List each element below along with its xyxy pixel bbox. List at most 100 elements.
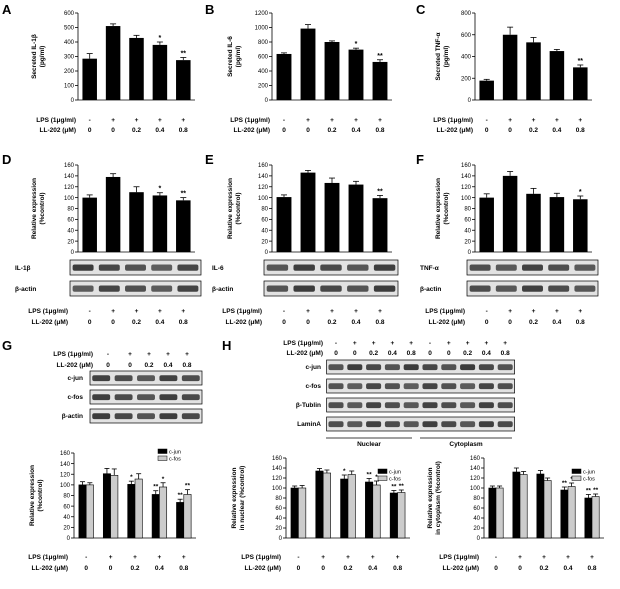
panel-H-blot-row-value: 0.8 [407,350,416,357]
panel-D-y-tick-label: 20 [67,239,74,245]
panel-C-row-value: 0.2 [529,127,538,134]
panel-H-blot-row-label: LPS (1μg/ml) [283,340,323,347]
panel-D-blot-band [125,285,146,292]
panel-H-chart-1-row-value: + [321,554,325,561]
panel-G-row-value: + [109,554,113,561]
panel-G-bar-c-fos [183,494,192,539]
panel-F-bar [549,197,565,252]
panel-E-y-tick-label: 160 [258,163,269,169]
panel-H-chart-1-y-label: in nuclear (%control) [239,466,246,531]
panel-G-y-tick-label: 100 [60,483,71,489]
panel-D-row-value: 0.2 [132,319,141,326]
panel-E-blot-band [373,285,396,292]
panel-F-bar [573,199,588,252]
panel-C-row-value: + [532,117,536,124]
panel-H-chart-2-row-value: 0.8 [587,565,596,572]
panel-F-bar [502,175,518,252]
panel-H-chart-2-y-tick-label: 120 [470,476,481,482]
panel-A-row-value: + [135,117,139,124]
panel-H-chart-1-y-tick-label: 160 [272,456,283,462]
panel-F-y-tick-label: 140 [461,174,472,180]
panel-H-blot-row-value: 0 [428,350,432,357]
panel-F-row-value: + [532,308,536,315]
panel-A-y-tick-label: 300 [64,55,75,61]
panel-E-bar [348,184,364,252]
panel-E-bar [300,172,316,252]
panel-A-row-label: LL-202 (μM) [40,127,76,134]
panel-G-row-value: 0.2 [130,565,139,572]
panel-A-significance: * [159,35,162,42]
panel-letter-D: D [2,152,11,167]
panel-B-row-label: LPS (1μg/ml) [230,117,270,124]
panel-C-row-value: 0 [485,127,489,134]
panel-G-y-label: Relative expression [29,465,36,526]
panel-H-chart-2-bar-c-fos [495,487,504,539]
panel-H-chart-2-bar-c-fos [567,486,576,539]
panel-G-blot-band [181,375,200,382]
panel-D-blot-band [177,264,199,271]
panel-E-y-tick-label: 40 [261,228,268,234]
panel-D-y-tick-label: 80 [67,207,74,213]
panel-C-y-tick-label: 400 [461,55,472,61]
panel-E-row-value: + [330,308,334,315]
panel-H-chart-2-y-tick-label: 80 [473,496,480,502]
panel-B-row-value: 0.8 [375,127,384,134]
panel-H-chart-1-significance: * [375,474,378,481]
panel-E-y-tick-label: 140 [258,174,269,180]
panel-G-blot-row-value: - [107,351,109,358]
panel-H-chart-2-y-tick-label: 60 [473,506,480,512]
panel-H-blot-band [384,421,400,428]
panel-G-row-value: 0.8 [179,565,188,572]
panel-H-chart-1-row-value: - [297,554,299,561]
panel-G-blot-row-value: 0 [106,362,110,369]
panel-F-y-tick-label: 100 [461,196,472,202]
panel-B-row-value: + [330,117,334,124]
panel-A-row-value: + [158,117,162,124]
panel-E-blot-label: β-actin [212,286,233,293]
panel-H-blot-label: c-jun [305,364,321,371]
panel-H-chart-1-significance: ** [391,484,397,491]
panel-E-row-value: 0.2 [327,319,336,326]
panel-B-row-value: 0 [306,127,310,134]
panel-F-blot-band [574,264,596,271]
panel-H-chart-1-y-tick-label: 100 [272,486,283,492]
panel-H-chart-2-y-tick-label: 0 [477,536,481,542]
panel-H-chart-2-row-value: + [518,554,522,561]
panel-A-row-value: 0 [88,127,92,134]
panel-G-legend-label: c-fos [169,456,181,462]
panel-F-row-value: 0 [485,319,489,326]
panel-B-y-tick-label: 1000 [255,26,269,32]
panel-H-chart-2-row-value: + [542,554,546,561]
panel-F-y-tick-label: 80 [464,207,471,213]
panel-F-blot-band [574,285,596,292]
panel-H-blot-band [422,364,438,371]
panel-H-chart-1-y-tick-label: 20 [275,526,282,532]
panel-E-blot-label: IL-6 [212,265,224,272]
panel-F-y-tick-label: 40 [464,228,471,234]
panel-H-chart-2-row-label: LL-202 (μM) [443,565,479,572]
panel-F-row-label: LPS (1μg/ml) [425,308,465,315]
panel-H-blot-band [497,421,513,428]
panel-B-y-label: Secreted IL-6 [227,36,234,77]
panel-A-y-tick-label: 400 [64,40,75,46]
panel-H-chart-1-legend-label: c-jun [389,469,401,475]
panel-H-blot-band [478,421,494,428]
panel-H-fraction-label: Cytoplasm [449,441,482,448]
panel-E-blot-band [347,264,369,271]
panel-letter-A: A [2,2,12,17]
panel-D-y-tick-label: 0 [71,250,75,256]
panel-D-row-value: 0.4 [155,319,164,326]
panel-H-fraction-label: Nuclear [357,441,381,448]
panel-H-chart-1-legend-swatch [377,468,388,474]
panel-H-chart-1-row-value: 0 [297,565,301,572]
panel-G-blot-row-value: + [185,351,189,358]
panel-H-chart-1-y-tick-label: 120 [272,476,283,482]
panel-H-chart-2-significance: ** [593,487,599,494]
panel-G-blot-label: c-fos [67,394,83,401]
panel-H-chart-1-y-tick-label: 140 [272,466,283,472]
panel-A-row-value: - [89,117,91,124]
panel-F-blot-band [495,264,517,271]
panel-H-chart-2-bar-c-jun [560,489,569,539]
panel-B-y-tick-label: 800 [258,40,269,46]
panel-B-bar [372,61,388,100]
